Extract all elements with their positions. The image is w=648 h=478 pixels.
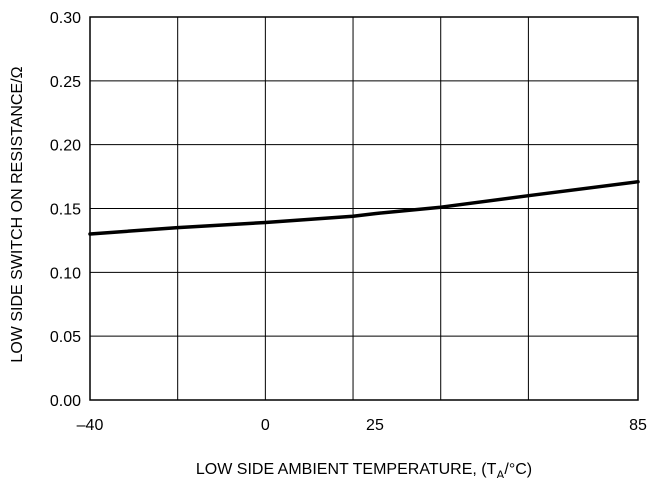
y-tick-label: 0.20 — [50, 138, 81, 155]
y-axis-tick-labels: 0.00 0.05 0.10 0.15 0.20 0.25 0.30 — [50, 10, 81, 410]
y-tick-label: 0.00 — [50, 393, 81, 410]
grid — [89, 16, 639, 401]
series-group — [88, 179, 640, 236]
y-tick-label: 0.05 — [50, 329, 81, 346]
y-tick-label: 0.10 — [50, 265, 81, 282]
x-tick-label: 25 — [366, 417, 384, 434]
x-axis-tick-labels: –40 0 25 85 — [77, 417, 647, 434]
y-tick-label: 0.15 — [50, 202, 81, 219]
x-tick-label: –40 — [77, 417, 104, 434]
series-line — [88, 179, 640, 236]
y-axis-title: LOW SIDE SWITCH ON RESISTANCE/Ω — [9, 66, 26, 362]
y-tick-label: 0.30 — [50, 10, 81, 27]
x-axis-title-suffix: /°C) — [504, 461, 532, 478]
x-tick-label: 0 — [261, 417, 270, 434]
x-tick-label: 85 — [629, 417, 647, 434]
y-tick-label: 0.25 — [50, 74, 81, 91]
x-axis-title-subscript: A — [496, 468, 504, 478]
x-axis-title: LOW SIDE AMBIENT TEMPERATURE, (TA/°C) — [196, 461, 532, 478]
x-axis-title-prefix: LOW SIDE AMBIENT TEMPERATURE, (T — [196, 461, 497, 478]
plot-area-frame — [89, 16, 639, 401]
